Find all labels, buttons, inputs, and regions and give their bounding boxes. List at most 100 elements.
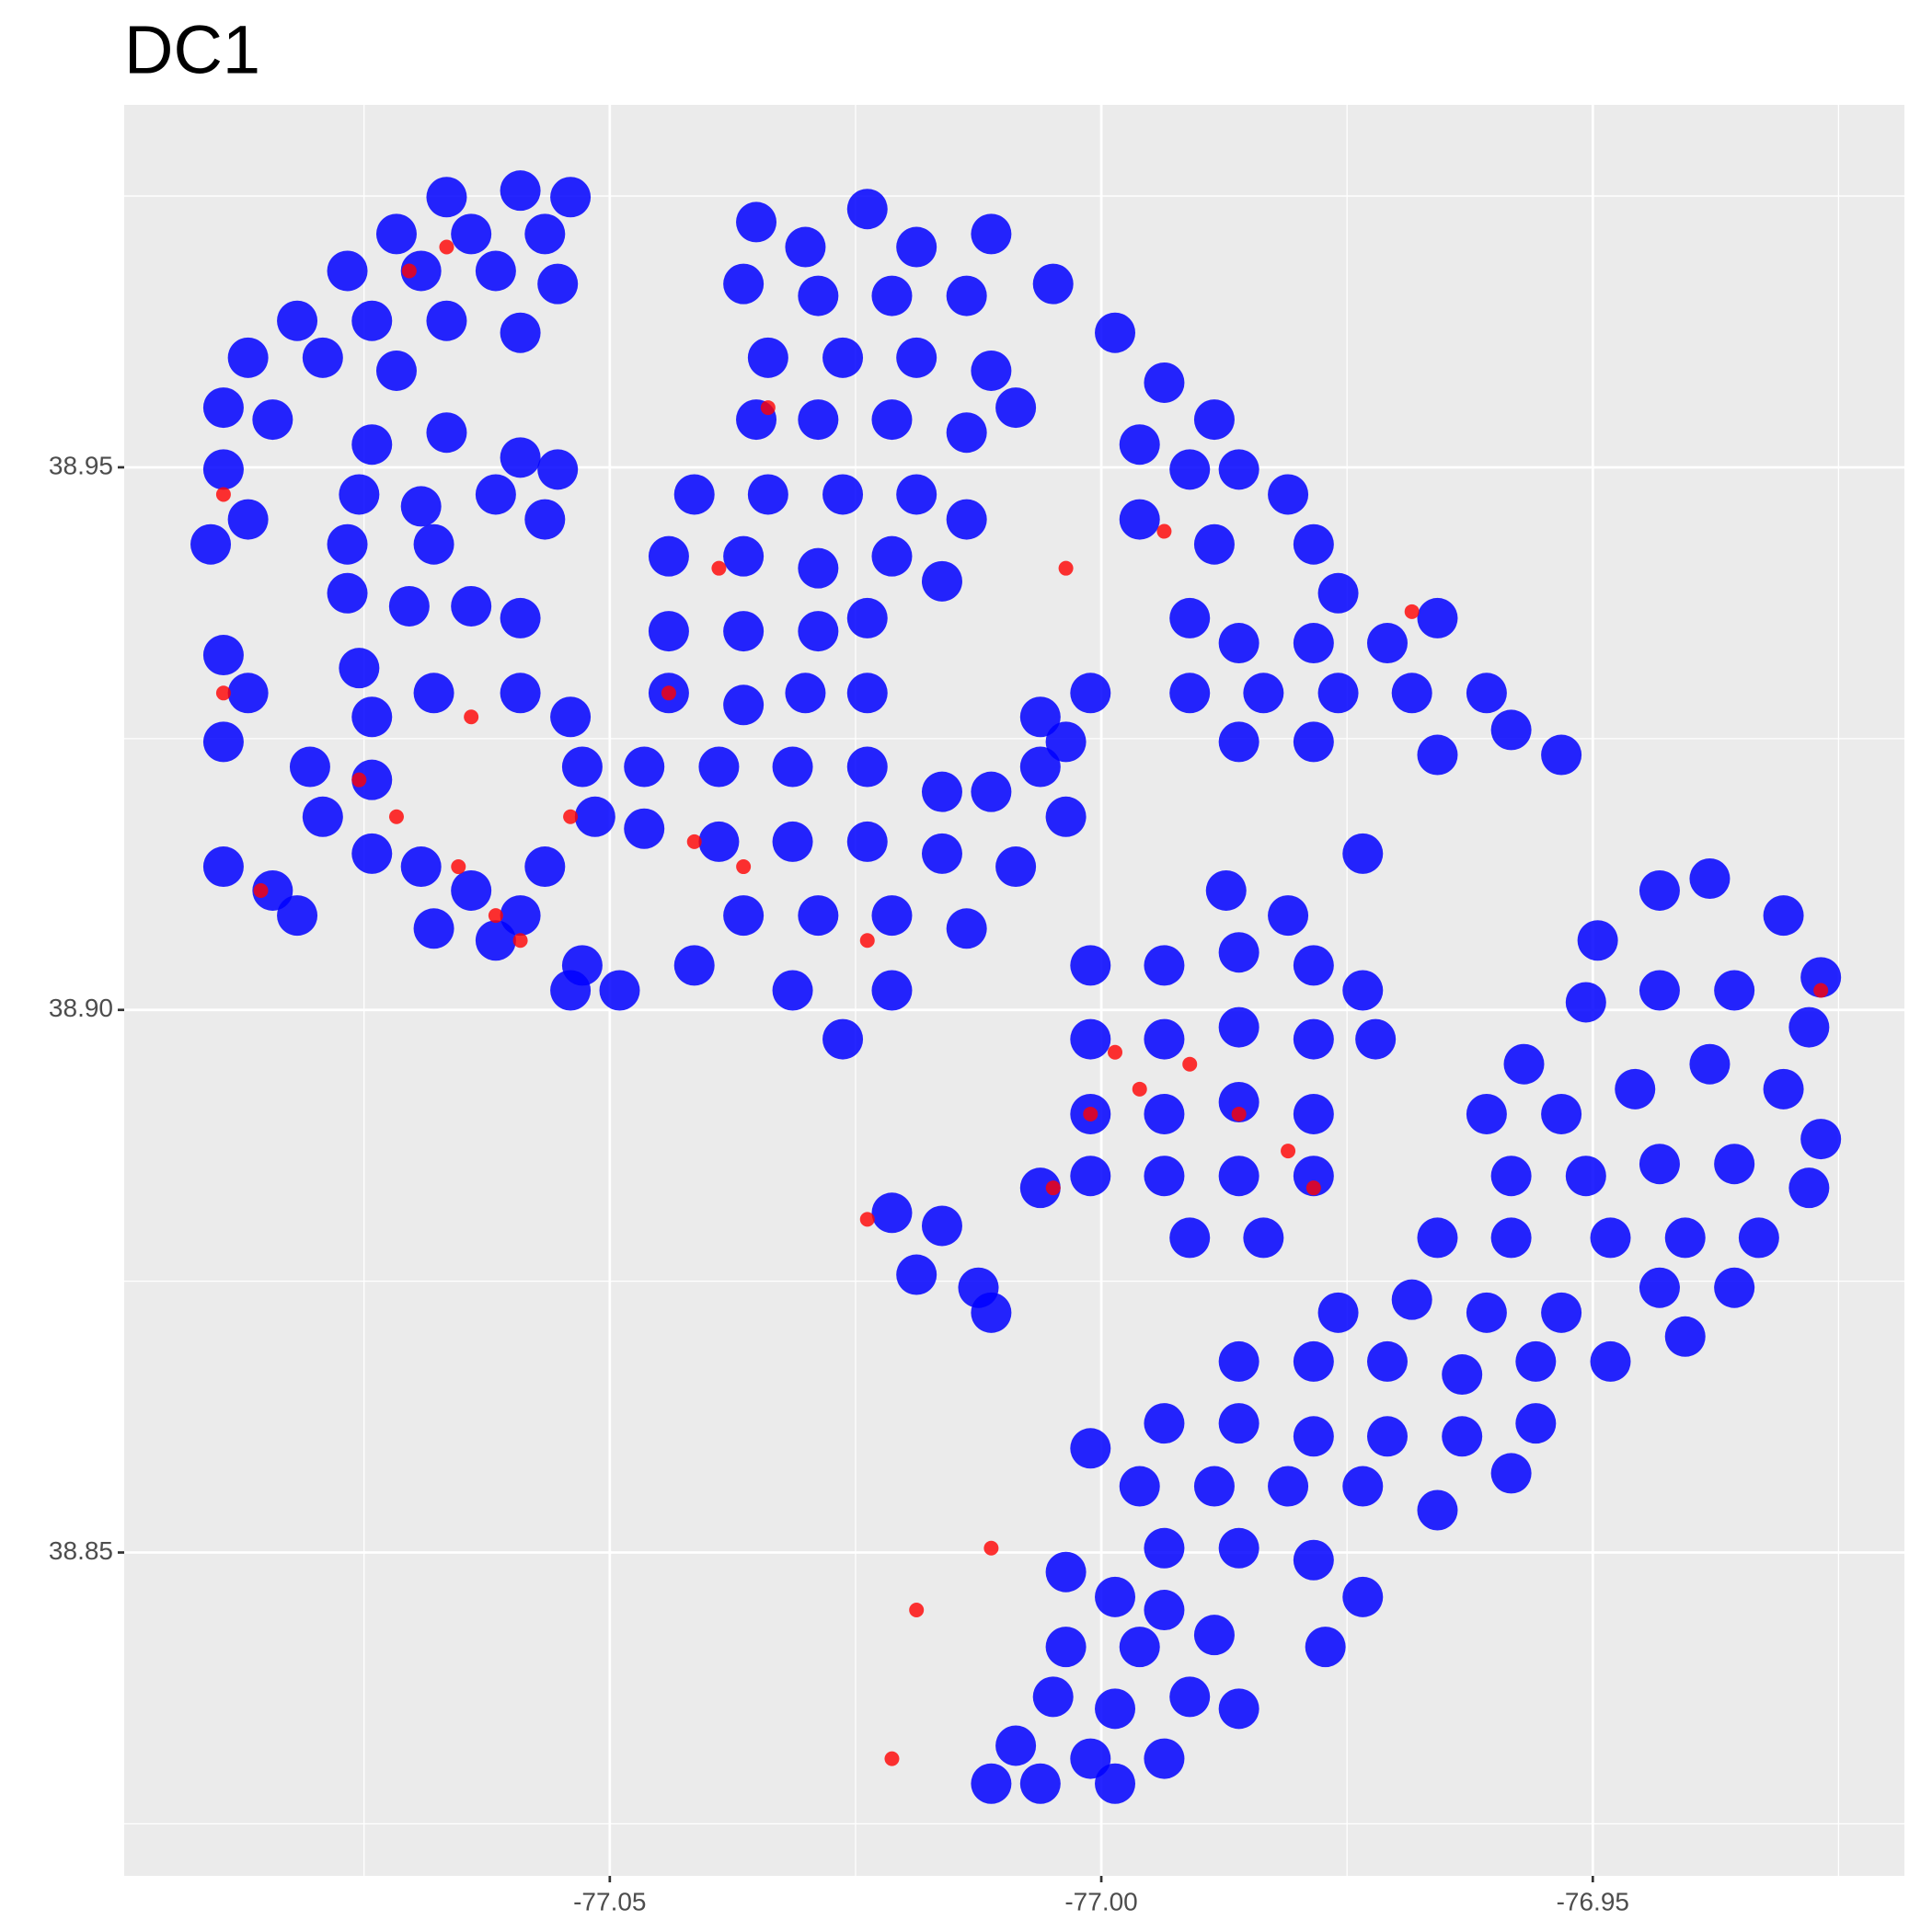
point <box>1169 1676 1211 1718</box>
point <box>1391 1279 1432 1320</box>
point <box>190 523 232 565</box>
point <box>524 213 566 255</box>
point <box>351 759 393 800</box>
y-tick-label: 38.90 <box>49 994 113 1022</box>
point <box>1342 970 1384 1011</box>
point <box>1182 1056 1198 1072</box>
point <box>798 611 839 652</box>
point <box>1095 312 1136 353</box>
point <box>1144 1738 1185 1779</box>
point <box>475 250 516 292</box>
point <box>388 809 404 824</box>
point <box>1218 1688 1259 1730</box>
point <box>563 809 579 824</box>
point <box>1218 623 1259 664</box>
point <box>401 263 417 279</box>
point <box>351 424 393 466</box>
point <box>1442 1416 1483 1457</box>
point <box>426 412 467 454</box>
x-tick-label: -77.00 <box>1064 1887 1137 1915</box>
point <box>1466 673 1507 714</box>
point <box>388 585 430 627</box>
point <box>723 263 765 305</box>
point <box>351 300 393 341</box>
point <box>327 572 368 614</box>
point <box>1070 673 1111 714</box>
point <box>451 869 492 911</box>
point <box>1156 523 1172 539</box>
point <box>1714 970 1755 1011</box>
point <box>946 275 987 316</box>
point <box>711 560 727 576</box>
point <box>327 250 368 292</box>
point <box>1763 1068 1804 1110</box>
point <box>1800 1119 1842 1160</box>
point <box>1144 1590 1185 1631</box>
point <box>1281 1144 1296 1159</box>
point <box>500 673 541 714</box>
point <box>451 585 492 627</box>
point <box>1193 523 1235 565</box>
point <box>995 387 1037 429</box>
point <box>1317 572 1359 614</box>
point <box>1541 734 1582 776</box>
point <box>1788 1006 1830 1048</box>
point <box>1019 1763 1061 1804</box>
point <box>500 312 541 353</box>
chart-title: DC1 <box>124 12 260 88</box>
point <box>253 882 269 898</box>
point <box>1366 623 1408 664</box>
point <box>1083 1106 1098 1121</box>
point <box>871 970 913 1011</box>
point <box>747 337 788 378</box>
point <box>946 412 987 454</box>
point <box>561 945 603 986</box>
point <box>772 970 813 1011</box>
point <box>1391 673 1432 714</box>
point <box>1664 1217 1706 1259</box>
point <box>624 808 665 849</box>
point <box>871 535 913 577</box>
point <box>971 771 1012 812</box>
point <box>574 796 615 837</box>
point <box>302 796 343 837</box>
point <box>1144 1018 1185 1060</box>
point <box>561 746 603 788</box>
point <box>1045 721 1087 763</box>
point <box>723 895 765 937</box>
point <box>1119 1466 1160 1507</box>
point <box>1615 1068 1656 1110</box>
point <box>524 499 566 540</box>
point <box>673 945 715 986</box>
point <box>202 846 244 888</box>
point <box>909 1603 925 1618</box>
point <box>1417 1217 1458 1259</box>
point <box>785 226 826 268</box>
point <box>995 1725 1037 1766</box>
point <box>1590 1217 1631 1259</box>
point <box>550 696 592 738</box>
point <box>1132 1081 1147 1097</box>
point <box>698 821 740 862</box>
point <box>1565 982 1606 1023</box>
point <box>351 833 393 874</box>
point <box>1714 1267 1755 1308</box>
point <box>1293 1018 1334 1060</box>
point <box>1045 796 1087 837</box>
point <box>871 895 913 937</box>
point <box>921 771 962 812</box>
point <box>859 1212 875 1227</box>
point <box>1058 560 1074 576</box>
point <box>1144 945 1185 986</box>
point <box>1355 1018 1397 1060</box>
point <box>846 597 888 638</box>
point <box>798 275 839 316</box>
point <box>1169 673 1211 714</box>
point <box>227 337 269 378</box>
point <box>1293 1156 1334 1197</box>
point <box>1193 1615 1235 1656</box>
point <box>1268 1466 1309 1507</box>
point <box>500 437 541 478</box>
point <box>413 908 454 949</box>
